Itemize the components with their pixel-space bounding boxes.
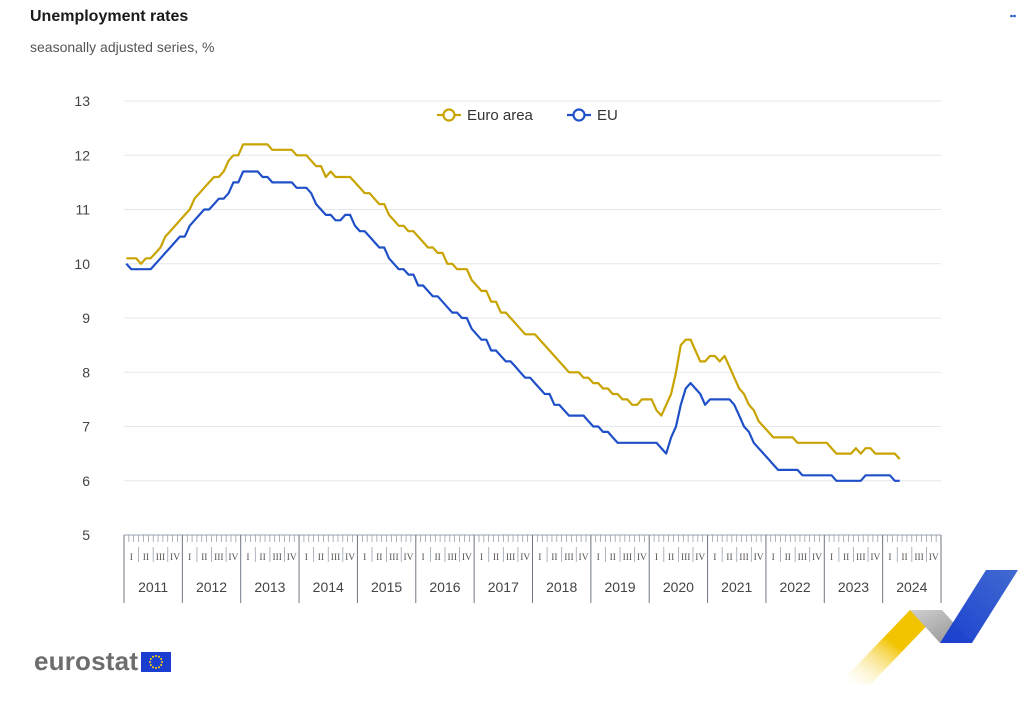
quarter-label: I [130,553,133,563]
menu-dots-icon[interactable] [1010,14,1016,18]
quarter-label: II [259,553,265,563]
quarter-label: II [143,553,149,563]
chart-subtitle: seasonally adjusted series, % [30,39,215,55]
quarter-label: I [421,553,424,563]
quarter-label: IV [695,553,705,563]
quarter-label: III [914,553,924,563]
quarter-label: I [480,553,483,563]
eurostat-chevron-decoration [838,570,1018,685]
quarter-label: I [597,553,600,563]
quarter-label: IV [637,553,647,563]
quarter-label: I [772,553,775,563]
quarter-label: IV [754,553,764,563]
quarter-label: IV [462,553,472,563]
quarter-label: II [493,553,499,563]
quarter-label: I [246,553,249,563]
quarter-label: III [739,553,749,563]
legend-label: Euro area [467,107,534,124]
legend-marker [572,108,586,122]
chart-title: Unemployment rates [30,8,189,25]
quarter-label: IV [579,553,589,563]
quarter-label: IV [228,553,238,563]
quarter-label: IV [520,553,530,563]
quarter-label: II [435,553,441,563]
year-label: 2014 [313,579,344,595]
quarter-label: IV [870,553,880,563]
quarter-label: III [214,553,224,563]
year-label: 2015 [371,579,402,595]
quarter-label: III [856,553,866,563]
quarter-label: III [389,553,399,563]
quarter-label: IV [403,553,413,563]
year-label: 2024 [896,579,927,595]
quarter-label: I [305,553,308,563]
quarter-label: II [376,553,382,563]
y-tick-label: 10 [74,256,90,272]
y-tick-label: 9 [82,310,90,326]
y-tick-label: 5 [82,527,90,543]
quarter-label: II [785,553,791,563]
quarter-label: IV [170,553,180,563]
quarter-label: III [331,553,341,563]
y-tick-label: 11 [75,202,90,218]
year-label: 2012 [196,579,227,595]
quarter-label: I [363,553,366,563]
quarter-label: II [318,553,324,563]
quarter-label: III [681,553,691,563]
quarter-label: II [668,553,674,563]
logo-text: eurostat [34,646,139,676]
legend-label: EU [597,107,618,124]
quarter-label: II [551,553,557,563]
quarter-label: IV [345,553,355,563]
quarter-label: III [156,553,166,563]
year-label: 2018 [546,579,577,595]
quarter-label: III [564,553,574,563]
quarter-label: I [713,553,716,563]
quarter-label: I [830,553,833,563]
quarter-label: I [655,553,658,563]
year-label: 2020 [663,579,694,595]
quarter-label: III [623,553,633,563]
quarter-label: III [798,553,808,563]
series-line-euro-area [126,143,901,460]
eu-flag-icon [141,651,172,672]
eurostat-logo[interactable]: eurostat [34,646,172,677]
quarter-label: II [843,553,849,563]
quarter-label: III [448,553,458,563]
quarter-label: II [726,553,732,563]
y-tick-label: 13 [74,93,90,109]
year-label: 2021 [721,579,752,595]
legend-marker [442,108,456,122]
y-tick-label: 8 [82,364,90,380]
y-tick-label: 12 [74,147,90,163]
quarter-label: II [901,553,907,563]
quarter-label: I [188,553,191,563]
year-label: 2019 [604,579,635,595]
quarter-label: IV [812,553,822,563]
year-label: 2017 [488,579,519,595]
quarter-label: III [506,553,516,563]
quarter-label: IV [929,553,939,563]
year-label: 2022 [780,579,811,595]
y-tick-label: 7 [82,419,90,435]
quarter-label: I [538,553,541,563]
year-label: 2013 [254,579,285,595]
year-label: 2011 [138,579,168,595]
year-label: 2023 [838,579,869,595]
series-line-eu [125,170,900,482]
y-tick-label: 6 [82,473,90,489]
quarter-label: I [888,553,891,563]
year-label: 2016 [429,579,460,595]
quarter-label: IV [287,553,297,563]
quarter-label: II [201,553,207,563]
quarter-label: III [272,553,282,563]
quarter-label: II [610,553,616,563]
